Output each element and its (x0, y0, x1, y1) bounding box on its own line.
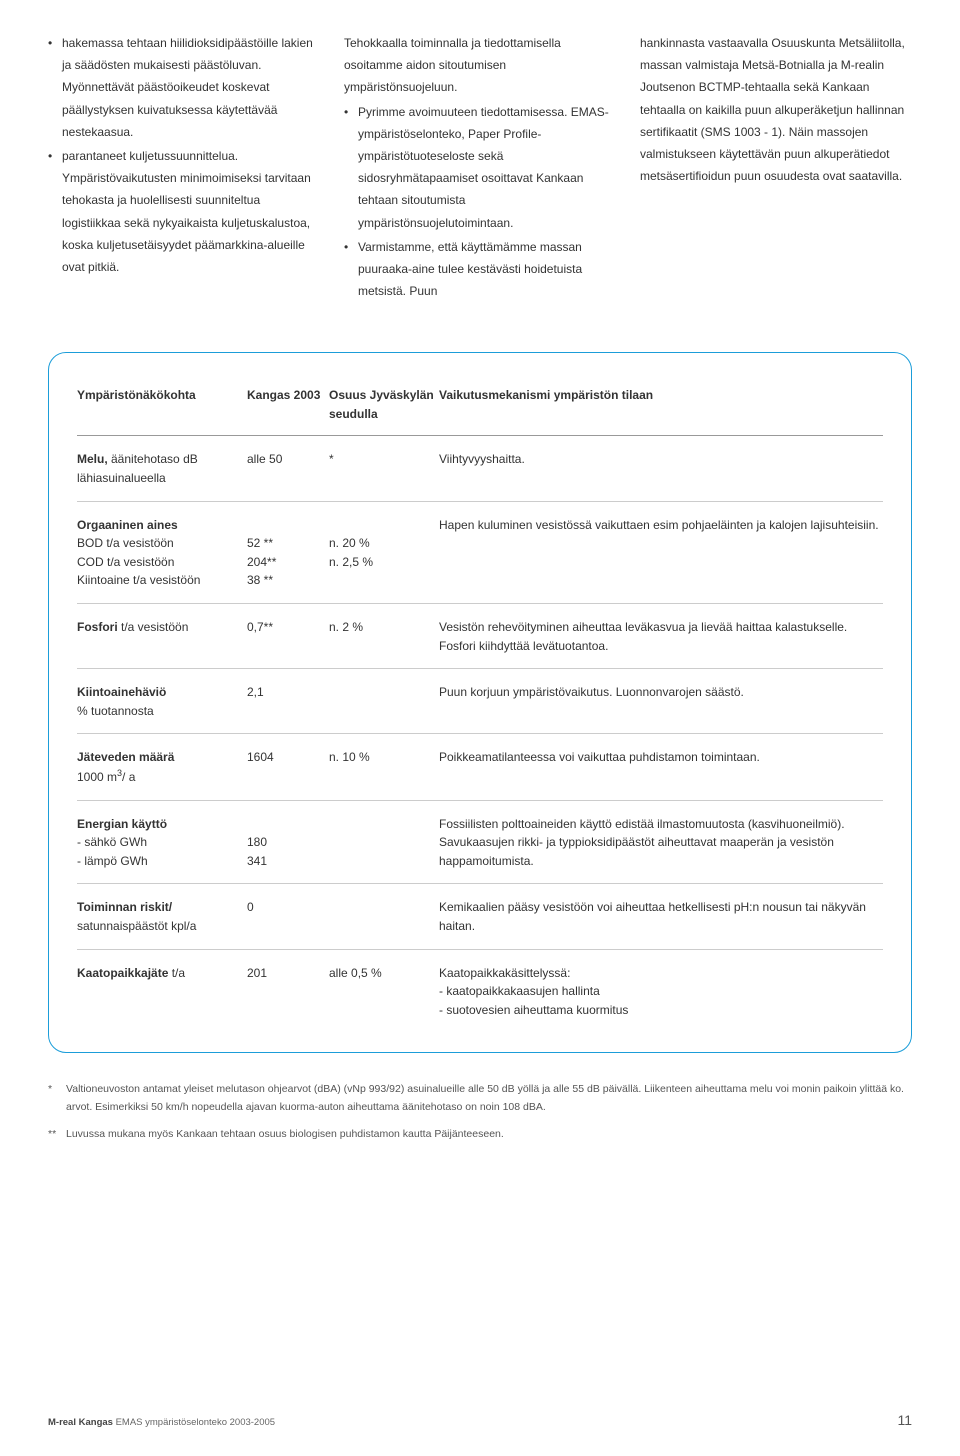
bullet-item: • hakemassa tehtaan hiilidioksidi­päästö… (48, 32, 320, 143)
page-number: 11 (897, 1412, 912, 1428)
table-cell: alle 0,5 % (329, 964, 439, 983)
footer-source-rest: EMAS ympäristöselonteko 2003-2005 (113, 1417, 275, 1428)
bullet-dot: • (48, 145, 62, 278)
table-cell: Kemikaalien pääsy vesistöön voi aiheutta… (439, 898, 883, 935)
bullet-text: Pyrimme avoimuuteen tiedottamisessa. EMA… (358, 101, 616, 234)
table-cell: 180341 (247, 815, 329, 871)
environment-table: Ympäristönäkökohta Kangas 2003 Osuus Jyv… (48, 352, 912, 1053)
col-header-aspect: Ympäristönäkökohta (77, 386, 247, 405)
column-3: hankinnasta vastaavalla Osuuskunta Metsä… (640, 32, 912, 304)
footer-source: M-real Kangas EMAS ympäristöselonteko 20… (48, 1417, 275, 1428)
col-header-impact: Vaikutusmekanismi ympäristön tilaan (439, 386, 883, 405)
table-cell: 2,1 (247, 683, 329, 702)
table-cell: n. 20 %n. 2,5 % (329, 516, 439, 572)
footnote-2: ** Luvussa mukana myös Kankaan tehtaan o… (48, 1126, 912, 1143)
table-row: Melu, äänitehotaso dB lähiasuinalueellaa… (77, 440, 883, 496)
table-cell: Hapen kuluminen vesistössä vaikuttaen es… (439, 516, 883, 535)
table-cell: Orgaaninen ainesBOD t/a vesistöönCOD t/a… (77, 516, 247, 590)
footnote-mark: * (48, 1081, 66, 1116)
table-cell: Energian käyttö- sähkö GWh- lämpö GWh (77, 815, 247, 871)
footnote-1: * Valtioneuvoston antamat yleiset meluta… (48, 1081, 912, 1116)
table-cell: Vesistön rehevöityminen aiheuttaa leväka… (439, 618, 883, 655)
table-cell: n. 10 % (329, 748, 439, 767)
table-body: Melu, äänitehotaso dB lähiasuinalueellaa… (77, 440, 883, 1028)
column-2: Tehokkaalla toiminnalla ja tiedottamisel… (344, 32, 616, 304)
footnote-text: Valtioneuvoston antamat yleiset melutaso… (66, 1081, 912, 1116)
table-row: Orgaaninen ainesBOD t/a vesistöönCOD t/a… (77, 501, 883, 599)
bullet-text: hakemassa tehtaan hiilidioksidi­päästöil… (62, 32, 320, 143)
table-cell: Fossiilisten polttoaineiden käyttö edist… (439, 815, 883, 871)
table-cell: Melu, äänitehotaso dB lähiasuinalueella (77, 450, 247, 487)
bullet-text: Varmistamme, että käyttämämme massan puu… (358, 236, 616, 303)
table-cell: Kiintoainehäviö% tuotannosta (77, 683, 247, 720)
col-header-kangas: Kangas 2003 (247, 386, 329, 405)
footnote-text: Luvussa mukana myös Kankaan tehtaan osuu… (66, 1126, 912, 1143)
table-cell: Fosfori t/a vesistöön (77, 618, 247, 637)
table-row: Fosfori t/a vesistöön0,7**n. 2 %Vesistön… (77, 603, 883, 664)
table-row: Kiintoainehäviö% tuotannosta2,1 Puun korj… (77, 668, 883, 729)
table-row: Jäteveden määrä1000 m3/ a1604n. 10 %Poik… (77, 733, 883, 795)
table-cell: Poikkeamatilanteessa voi vaikuttaa puhdi… (439, 748, 883, 767)
table-row: Toiminnan riskit/ satunnaispäästöt kpl/a… (77, 883, 883, 944)
table-cell: Kaatopaikkajäte t/a (77, 964, 247, 983)
page-footer: M-real Kangas EMAS ympäristöselonteko 20… (48, 1412, 912, 1428)
bullet-text: parantaneet kuljetussuunnittelua. Ympäri… (62, 145, 320, 278)
column-1: • hakemassa tehtaan hiilidioksidi­päästö… (48, 32, 320, 304)
bullet-dot: • (344, 101, 358, 234)
table-cell: Viihtyvyyshaitta. (439, 450, 883, 469)
table-cell: Jäteveden määrä1000 m3/ a (77, 748, 247, 786)
paragraph: hankinnasta vastaavalla Osuuskunta Metsä… (640, 32, 912, 187)
bullet-dot: • (344, 236, 358, 303)
paragraph: Tehokkaalla toiminnalla ja tiedottamisel… (344, 32, 616, 99)
table-cell: Kaatopaikkakäsittelyssä:- kaatopaikkakaa… (439, 964, 883, 1020)
top-columns: • hakemassa tehtaan hiilidioksidi­päästö… (48, 32, 912, 304)
bullet-item: • Pyrimme avoimuuteen tiedottamisessa. E… (344, 101, 616, 234)
table-row: Energian käyttö- sähkö GWh- lämpö GWh180… (77, 800, 883, 880)
table-header-row: Ympäristönäkökohta Kangas 2003 Osuus Jyv… (77, 377, 883, 436)
footer-source-bold: M-real Kangas (48, 1417, 113, 1428)
footnotes: * Valtioneuvoston antamat yleiset meluta… (48, 1081, 912, 1143)
bullet-dot: • (48, 32, 62, 143)
table-cell: Toiminnan riskit/ satunnaispäästöt kpl/a (77, 898, 247, 935)
table-cell: 0,7** (247, 618, 329, 637)
table-cell: * (329, 450, 439, 469)
table-cell: Puun korjuun ympäristövaikutus. Luonnonv… (439, 683, 883, 702)
table-cell: 0 (247, 898, 329, 917)
table-cell: alle 50 (247, 450, 329, 469)
bullet-item: • Varmistamme, että käyttämämme massan p… (344, 236, 616, 303)
table-cell: 52 **204**38 ** (247, 516, 329, 590)
bullet-item: • parantaneet kuljetussuunnittelua. Ympä… (48, 145, 320, 278)
table-cell: n. 2 % (329, 618, 439, 637)
col-header-share: Osuus Jyväskylän seudulla (329, 386, 439, 423)
table-row: Kaatopaikkajäte t/a201alle 0,5 %Kaatopai… (77, 949, 883, 1029)
table-cell: 1604 (247, 748, 329, 767)
table-cell: 201 (247, 964, 329, 983)
footnote-mark: ** (48, 1126, 66, 1143)
